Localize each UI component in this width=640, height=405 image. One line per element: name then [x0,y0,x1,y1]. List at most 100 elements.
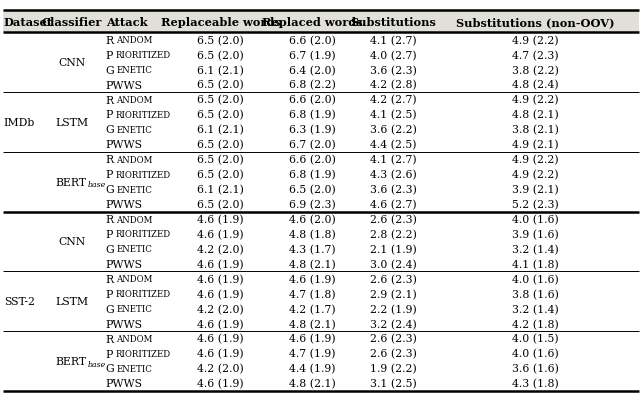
Text: 6.8 (1.9): 6.8 (1.9) [289,110,336,120]
Text: 6.5 (2.0): 6.5 (2.0) [197,95,244,105]
Text: R: R [106,274,114,284]
Text: 6.5 (2.0): 6.5 (2.0) [197,80,244,91]
Text: 6.6 (2.0): 6.6 (2.0) [289,95,336,105]
Text: 3.6 (2.3): 3.6 (2.3) [369,185,417,195]
Text: P: P [106,229,113,239]
Text: Substitutions: Substitutions [350,17,436,28]
Text: 6.1 (2.1): 6.1 (2.1) [197,65,244,76]
Text: LSTM: LSTM [55,117,88,128]
Text: 4.8 (2.1): 4.8 (2.1) [289,378,336,389]
Text: ENETIC: ENETIC [117,126,153,134]
Text: 6.3 (1.9): 6.3 (1.9) [289,125,336,135]
Text: 4.8 (2.1): 4.8 (2.1) [289,259,336,269]
Text: 4.9 (2.2): 4.9 (2.2) [512,170,558,180]
Text: LSTM: LSTM [55,296,88,307]
Text: PWWS: PWWS [106,80,143,90]
Text: 4.2 (1.7): 4.2 (1.7) [289,304,335,314]
Text: 6.5 (2.0): 6.5 (2.0) [197,155,244,165]
Text: 4.0 (2.7): 4.0 (2.7) [370,50,416,61]
Text: ANDOM: ANDOM [116,334,152,343]
Text: 6.7 (1.9): 6.7 (1.9) [289,50,335,61]
Text: 4.6 (1.9): 4.6 (1.9) [198,348,244,359]
Text: 4.2 (2.7): 4.2 (2.7) [370,95,416,105]
Text: 6.5 (2.0): 6.5 (2.0) [289,185,336,195]
Text: G: G [106,66,115,75]
Text: ENETIC: ENETIC [117,66,153,75]
Text: P: P [106,289,113,299]
Text: 4.8 (2.4): 4.8 (2.4) [512,80,558,91]
Text: 4.7 (1.8): 4.7 (1.8) [289,289,335,299]
Text: 2.6 (2.3): 2.6 (2.3) [369,334,417,344]
Text: 4.3 (1.8): 4.3 (1.8) [511,378,559,389]
Text: Replaceable words: Replaceable words [161,17,281,28]
Text: RIORITIZED: RIORITIZED [115,111,170,119]
Text: 2.8 (2.2): 2.8 (2.2) [369,229,417,240]
Text: ANDOM: ANDOM [116,36,152,45]
Text: PWWS: PWWS [106,140,143,150]
Text: ANDOM: ANDOM [116,275,152,284]
Text: 4.0 (1.6): 4.0 (1.6) [511,348,559,359]
Text: 6.6 (2.0): 6.6 (2.0) [289,155,336,165]
Text: 4.3 (2.6): 4.3 (2.6) [369,170,417,180]
Text: CNN: CNN [58,237,85,247]
Text: 4.2 (2.8): 4.2 (2.8) [369,80,417,91]
Text: 3.8 (2.2): 3.8 (2.2) [511,65,559,76]
Text: base: base [88,360,106,368]
Text: BERT: BERT [56,177,86,187]
Text: 3.1 (2.5): 3.1 (2.5) [369,378,417,389]
Text: 4.7 (1.9): 4.7 (1.9) [289,348,335,359]
Text: 4.2 (1.8): 4.2 (1.8) [511,319,559,329]
Text: 3.6 (1.6): 3.6 (1.6) [511,363,559,374]
Text: 4.9 (2.2): 4.9 (2.2) [512,95,558,105]
Text: RIORITIZED: RIORITIZED [115,290,170,298]
Text: 5.2 (2.3): 5.2 (2.3) [511,199,559,210]
Text: PWWS: PWWS [106,378,143,388]
Text: 4.9 (2.1): 4.9 (2.1) [512,140,558,150]
Text: 6.4 (2.0): 6.4 (2.0) [289,65,336,76]
Text: 3.8 (1.6): 3.8 (1.6) [511,289,559,299]
Text: 4.8 (2.1): 4.8 (2.1) [511,110,559,120]
Text: R: R [106,334,114,344]
Bar [3,11,639,33]
Text: P: P [106,51,113,61]
Text: ENETIC: ENETIC [117,245,153,254]
Text: 1.9 (2.2): 1.9 (2.2) [369,363,417,374]
Text: 4.6 (2.7): 4.6 (2.7) [370,199,416,210]
Text: 4.0 (1.6): 4.0 (1.6) [511,214,559,225]
Text: ANDOM: ANDOM [116,156,152,164]
Text: ENETIC: ENETIC [117,364,153,373]
Text: Attack: Attack [106,17,147,28]
Text: 4.2 (2.0): 4.2 (2.0) [197,363,244,374]
Text: 4.0 (1.5): 4.0 (1.5) [512,334,558,344]
Text: P: P [106,349,113,359]
Text: Substitutions (non-OOV): Substitutions (non-OOV) [456,17,614,28]
Text: 4.9 (2.2): 4.9 (2.2) [512,36,558,46]
Text: SST-2: SST-2 [4,296,35,307]
Text: 4.8 (2.1): 4.8 (2.1) [289,319,336,329]
Text: 4.4 (2.5): 4.4 (2.5) [370,140,416,150]
Text: P: P [106,110,113,120]
Text: 4.6 (1.9): 4.6 (1.9) [198,229,244,240]
Text: Dataset: Dataset [4,17,53,28]
Text: 4.6 (2.0): 4.6 (2.0) [289,214,336,225]
Text: IMDb: IMDb [4,117,35,128]
Text: 4.1 (2.7): 4.1 (2.7) [370,155,416,165]
Text: 3.9 (2.1): 3.9 (2.1) [511,185,559,195]
Text: 3.8 (2.1): 3.8 (2.1) [511,125,559,135]
Text: 3.9 (1.6): 3.9 (1.6) [511,229,559,240]
Text: 4.6 (1.9): 4.6 (1.9) [289,334,335,344]
Text: 6.5 (2.0): 6.5 (2.0) [197,170,244,180]
Text: Classifier: Classifier [42,17,102,28]
Text: 4.7 (2.3): 4.7 (2.3) [512,50,558,61]
Text: 4.9 (2.2): 4.9 (2.2) [512,155,558,165]
Text: 6.1 (2.1): 6.1 (2.1) [197,125,244,135]
Text: G: G [106,244,115,254]
Text: 4.6 (1.9): 4.6 (1.9) [198,378,244,389]
Text: R: R [106,215,114,224]
Text: R: R [106,95,114,105]
Text: 3.2 (2.4): 3.2 (2.4) [369,319,417,329]
Text: 6.9 (2.3): 6.9 (2.3) [289,199,336,210]
Text: 2.6 (2.3): 2.6 (2.3) [369,348,417,359]
Text: 6.5 (2.0): 6.5 (2.0) [197,50,244,61]
Text: P: P [106,170,113,180]
